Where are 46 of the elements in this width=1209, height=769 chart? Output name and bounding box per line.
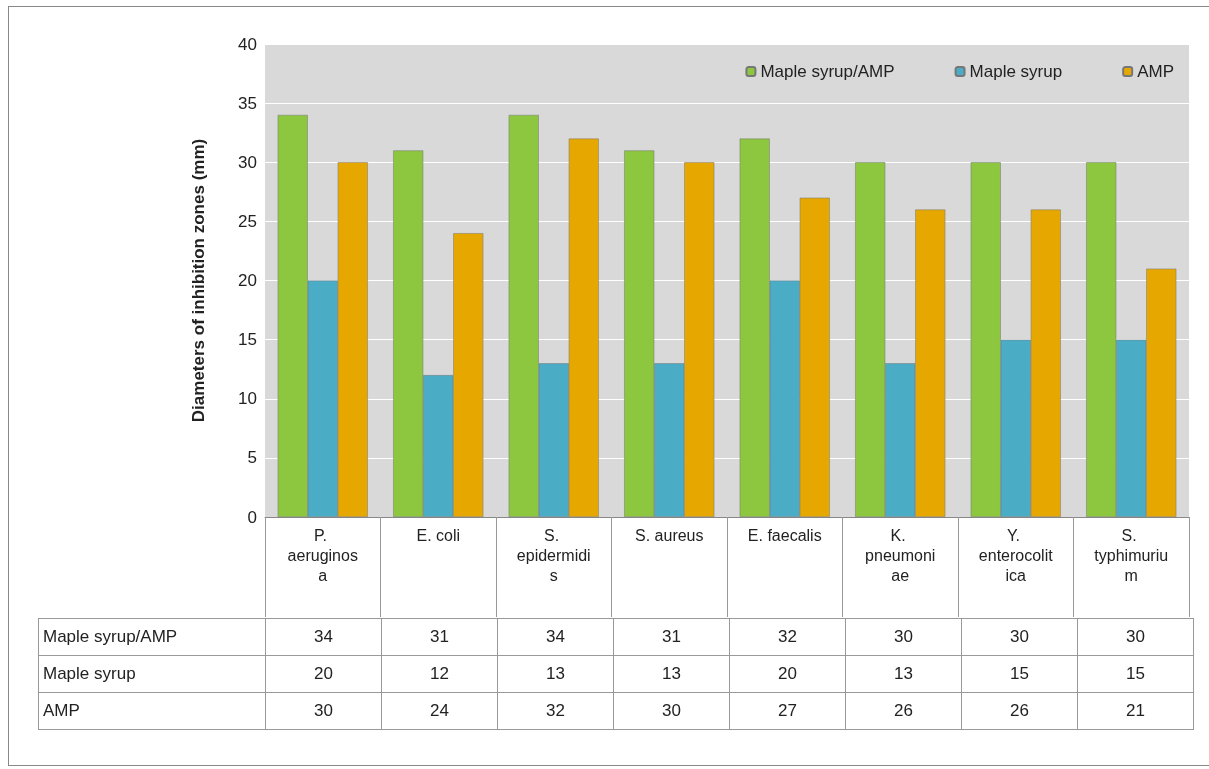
data-label: 15 [1077,655,1194,693]
data-label: 34 [497,618,614,656]
data-label: 26 [845,692,962,730]
data-label: 32 [729,618,846,656]
y-tick-label: 20 [238,271,257,290]
data-label: 30 [961,618,1078,656]
y-tick-label: 15 [238,330,257,350]
text: Maple syrup/AMP [43,627,178,646]
y-tick-label: 35 [238,93,257,113]
x-tick-label: S. epidermidis [516,526,591,584]
data-label: 34 [265,618,382,656]
data-label: 13 [613,655,730,693]
x-tick-label: S. aureus [635,526,704,544]
text: AMP [43,701,80,720]
y-tick-label: 30 [238,152,257,172]
x-tick-label: E. faecalis [747,526,822,544]
data-label: 31 [613,618,730,656]
data-label: 12 [381,655,498,693]
data-label: 21 [1077,692,1194,730]
legend-label: Maple syrup/AMP [760,62,895,81]
data-label: 15 [961,655,1078,693]
x-tick-label: P. aeruginosa [287,526,358,584]
legend-label: AMP [1137,62,1174,81]
y-tick-label: 0 [247,507,257,527]
data-label: 26 [961,692,1078,730]
x-tick-label: Y. enterocolitica [978,526,1054,584]
legend-label: Maple syrup [969,62,1063,81]
y-tick-label: 40 [238,34,257,54]
data-label: 20 [729,655,846,693]
data-label: 32 [497,692,614,730]
y-tick-label: 25 [238,211,257,231]
data-label: 30 [1077,618,1194,656]
y-tick-label: 10 [238,389,257,409]
data-label: 31 [381,618,498,656]
y-tick-label: 5 [247,448,257,468]
x-tick-label: K. pneumoniae [865,526,936,584]
data-label: 13 [845,655,962,693]
y-axis-title: Diameters of inhibition zones (mm) [189,138,208,423]
x-tick-label: S. typhimurium [1094,526,1169,584]
data-label: 13 [497,655,614,693]
data-label: 30 [613,692,730,730]
x-tick-label: E. coli [416,526,461,544]
data-label: 30 [845,618,962,656]
text: Maple syrup [43,664,136,683]
data-label: 24 [381,692,498,730]
data-label: 27 [729,692,846,730]
